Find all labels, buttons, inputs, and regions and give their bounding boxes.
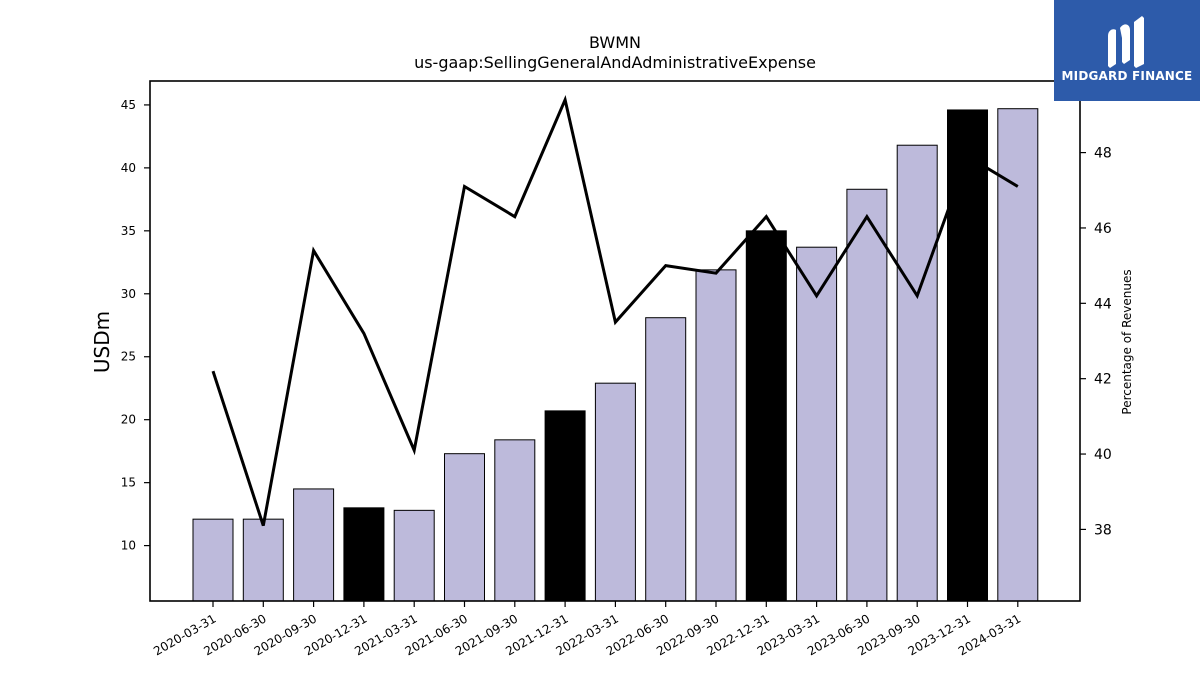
bar bbox=[594, 382, 636, 602]
y-axis-label: USDm bbox=[90, 311, 114, 373]
bar bbox=[192, 518, 234, 602]
bar bbox=[997, 108, 1039, 602]
y-tick-label: 10 bbox=[121, 539, 136, 553]
bars-layer bbox=[192, 108, 1039, 602]
y-tick-label: 35 bbox=[121, 224, 136, 238]
bar bbox=[544, 410, 586, 602]
y-tick-label: 45 bbox=[121, 98, 136, 112]
bar bbox=[343, 507, 385, 602]
bar bbox=[796, 246, 838, 602]
y-tick-label: 30 bbox=[121, 287, 136, 301]
bar bbox=[745, 230, 787, 602]
line-series bbox=[211, 95, 1019, 527]
bar bbox=[242, 518, 284, 602]
y2-tick-label: 44 bbox=[1094, 296, 1112, 312]
midgard-finance-logo: MIDGARD FINANCE bbox=[1054, 0, 1200, 101]
y2-tick-label: 40 bbox=[1094, 447, 1112, 463]
y-tick-label: 40 bbox=[121, 161, 136, 175]
y2-tick-label: 42 bbox=[1094, 372, 1112, 388]
bar bbox=[393, 509, 435, 602]
y2-tick-label: 46 bbox=[1094, 221, 1112, 237]
bar bbox=[896, 144, 938, 602]
y-tick-label: 20 bbox=[121, 413, 136, 427]
y-tick-label: 25 bbox=[121, 350, 136, 364]
bar bbox=[293, 488, 335, 602]
chart-title: BWMN bbox=[589, 33, 641, 52]
y2-axis-label: Percentage of Revenues bbox=[1120, 269, 1134, 414]
bar bbox=[947, 109, 988, 602]
y2-tick-label: 48 bbox=[1094, 146, 1112, 162]
bar bbox=[645, 317, 687, 602]
y2-tick-label: 38 bbox=[1094, 522, 1112, 538]
chart-subtitle: us-gaap:SellingGeneralAndAdministrativeE… bbox=[414, 53, 816, 72]
y-tick-label: 15 bbox=[121, 476, 136, 490]
bar bbox=[444, 453, 485, 602]
bar bbox=[494, 439, 536, 602]
logo-mark-icon bbox=[1108, 16, 1144, 68]
bar bbox=[695, 269, 737, 602]
line-layer bbox=[211, 95, 1019, 527]
logo-text: MIDGARD FINANCE bbox=[1061, 69, 1193, 83]
bar bbox=[846, 188, 888, 602]
